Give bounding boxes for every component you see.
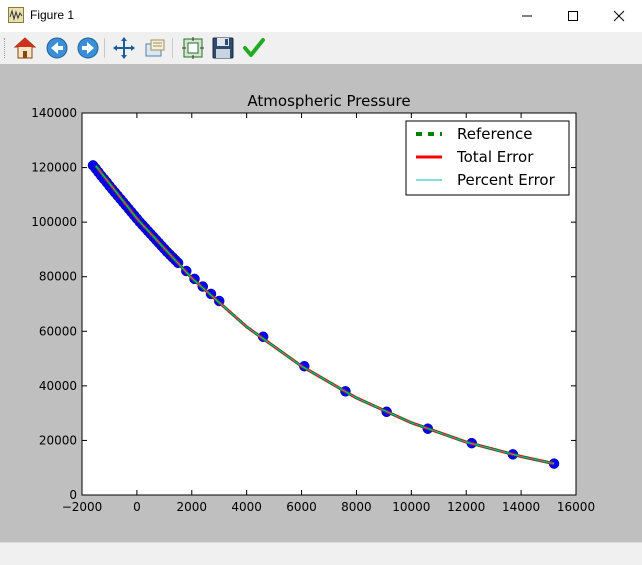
y-tick-label: 140000 (31, 106, 77, 120)
x-tick-label: −2000 (62, 500, 103, 514)
x-tick-label: 2000 (177, 500, 208, 514)
series-line-percent-error (95, 165, 555, 465)
y-tick-label: 0 (69, 488, 77, 502)
y-tick-label: 20000 (39, 433, 77, 447)
minimize-icon (522, 15, 532, 17)
toolbar-separator (104, 38, 105, 58)
y-tick-label: 80000 (39, 270, 77, 284)
minimize-button[interactable] (504, 0, 550, 32)
toolbar-grip (4, 38, 7, 58)
maximize-icon (568, 11, 578, 21)
x-tick-label: 10000 (392, 500, 430, 514)
pressure-chart: Atmospheric Pressure−2000 0 2000 4000 6000 80… (31, 92, 595, 514)
home-icon (13, 37, 37, 59)
legend-label: Total Error (456, 148, 534, 166)
save-icon (212, 37, 234, 59)
toolbar-separator (172, 38, 173, 58)
axes-frame (81, 112, 577, 496)
x-tick-label: 6000 (286, 500, 317, 514)
title-bar[interactable]: Figure 1 (0, 0, 642, 32)
chart-title: Atmospheric Pressure (247, 92, 410, 110)
x-tick-label: 0 (133, 500, 141, 514)
close-button[interactable] (596, 0, 642, 32)
navigation-toolbar (0, 32, 642, 64)
window-title: Figure 1 (30, 8, 75, 22)
pan-button[interactable] (111, 35, 137, 61)
x-tick-label: 14000 (502, 500, 540, 514)
forward-button[interactable] (75, 35, 101, 61)
legend-label: Reference (457, 125, 533, 143)
back-icon (46, 37, 68, 59)
x-tick-label: 8000 (341, 500, 372, 514)
pan-icon (113, 37, 135, 59)
app-icon (8, 7, 24, 23)
subplots-button[interactable] (180, 35, 206, 61)
close-icon (613, 10, 625, 22)
maximize-button[interactable] (550, 0, 596, 32)
y-tick-label: 120000 (31, 161, 77, 175)
edit-button[interactable] (241, 35, 267, 61)
subplots-icon (182, 37, 204, 59)
x-tick-label: 4000 (231, 500, 262, 514)
x-tick-label: 16000 (557, 500, 595, 514)
forward-icon (77, 37, 99, 59)
legend-label: Percent Error (457, 171, 556, 189)
status-bar (0, 542, 642, 565)
zoom-button[interactable] (142, 35, 168, 61)
save-button[interactable] (210, 35, 236, 61)
y-tick-label: 40000 (39, 379, 77, 393)
figure-canvas[interactable]: Atmospheric Pressure −2000 0 2000 4000 6000 80… (0, 64, 642, 542)
home-button[interactable] (12, 35, 38, 61)
y-tick-label: 60000 (39, 324, 77, 338)
back-button[interactable] (44, 35, 70, 61)
zoom-icon (145, 39, 165, 57)
x-tick-label: 12000 (447, 500, 485, 514)
y-tick-label: 100000 (31, 215, 77, 229)
edit-icon (243, 38, 265, 57)
